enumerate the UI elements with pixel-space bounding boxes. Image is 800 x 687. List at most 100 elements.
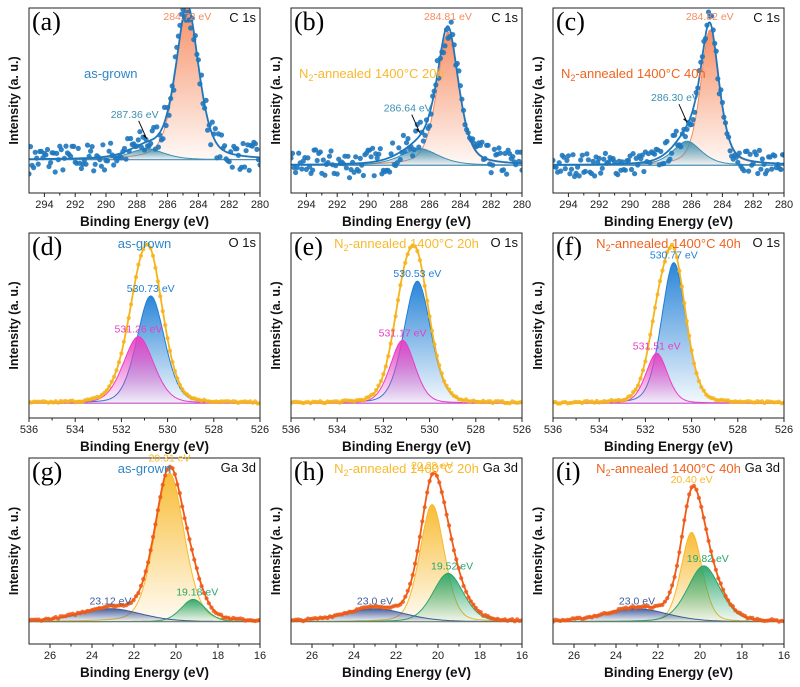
data-point — [687, 492, 692, 497]
data-point — [722, 120, 729, 126]
data-point — [29, 144, 34, 150]
fit-envelope — [553, 21, 784, 166]
data-point — [599, 165, 605, 171]
data-point — [437, 480, 442, 485]
x-tick-label: 532 — [112, 424, 130, 436]
data-point — [317, 149, 323, 155]
data-point — [579, 152, 585, 158]
x-tick-label: 22 — [390, 650, 402, 662]
data-point — [735, 159, 741, 165]
x-tick-label: 288 — [128, 199, 146, 211]
data-point — [60, 167, 66, 173]
data-point — [138, 583, 143, 588]
x-tick-label: 290 — [621, 199, 639, 211]
data-point — [497, 150, 503, 156]
data-point — [172, 472, 177, 477]
data-point — [482, 156, 488, 162]
data-point — [417, 534, 422, 540]
data-point — [598, 170, 604, 176]
data-point — [370, 145, 376, 151]
data-point — [638, 376, 643, 381]
data-point — [157, 132, 163, 138]
data-point — [187, 537, 192, 542]
data-point — [695, 85, 701, 91]
data-point — [633, 387, 638, 392]
data-point — [439, 490, 444, 495]
data-point — [197, 81, 203, 87]
peak-label: 20.40 eV — [671, 474, 713, 486]
data-point — [692, 109, 698, 115]
data-point — [553, 157, 556, 163]
data-point — [451, 42, 457, 48]
x-tick-label: 20 — [432, 650, 444, 662]
data-point — [721, 587, 726, 592]
peak-label: 286.64 eV — [384, 103, 432, 115]
data-point — [410, 572, 415, 578]
data-point — [465, 130, 471, 136]
data-point — [84, 142, 91, 148]
core-level-label: Ga 3d — [221, 460, 256, 475]
panel-label: (i) — [556, 457, 581, 486]
panel-c: 294 292 290 288 286 284 282 280 Binding Energy (… — [531, 7, 793, 229]
data-point — [197, 576, 202, 581]
data-point — [296, 150, 302, 156]
data-point — [699, 385, 704, 390]
plot-frame — [28, 457, 261, 645]
data-point — [690, 117, 696, 123]
data-point — [428, 111, 434, 117]
peak-label: 23.12 eV — [89, 596, 131, 608]
data-point — [636, 383, 641, 388]
data-point — [442, 43, 448, 49]
data-point — [669, 150, 675, 156]
data-point — [628, 393, 633, 399]
arrow-head — [415, 128, 420, 133]
plot-frame — [552, 7, 785, 194]
sample-label: as-grown — [118, 236, 171, 251]
core-level-label: C 1s — [491, 10, 518, 25]
data-point — [150, 253, 156, 258]
data-point — [623, 397, 629, 402]
data-point — [313, 147, 319, 153]
data-point — [500, 167, 507, 173]
data-point — [648, 332, 653, 337]
data-point — [628, 166, 635, 173]
data-point — [466, 595, 471, 600]
plot-area — [553, 483, 784, 624]
peak-label: 530.73 eV — [127, 283, 175, 295]
x-axis-label: Binding Energy (eV) — [604, 665, 733, 680]
data-point — [630, 151, 636, 157]
data-point — [107, 384, 112, 389]
peak-label: 23.0 eV — [619, 596, 655, 608]
data-point — [718, 87, 724, 93]
data-point — [346, 175, 353, 181]
data-point — [359, 162, 365, 168]
data-point — [131, 288, 136, 293]
data-point — [148, 548, 153, 553]
data-point — [328, 148, 334, 154]
data-point — [682, 518, 687, 523]
data-point — [155, 144, 161, 150]
data-point — [376, 383, 381, 388]
data-point — [519, 399, 522, 404]
data-point — [212, 126, 218, 132]
data-point — [699, 54, 706, 60]
data-point — [682, 134, 689, 140]
data-point — [696, 379, 702, 384]
data-point — [412, 561, 418, 566]
sample-label: N2-annealed 1400°C 20h — [334, 461, 479, 478]
data-point — [652, 151, 658, 157]
data-point — [490, 162, 496, 168]
data-point — [691, 361, 697, 366]
data-point — [461, 583, 466, 589]
data-point — [437, 55, 443, 62]
data-point — [46, 163, 52, 170]
data-point — [133, 275, 139, 280]
panel-label: (h) — [294, 457, 324, 486]
data-point — [719, 99, 726, 106]
component-fill — [553, 608, 784, 622]
data-point — [456, 566, 461, 571]
data-point — [723, 594, 728, 599]
peak-label: 19.82 eV — [687, 553, 729, 565]
data-point — [635, 162, 641, 168]
